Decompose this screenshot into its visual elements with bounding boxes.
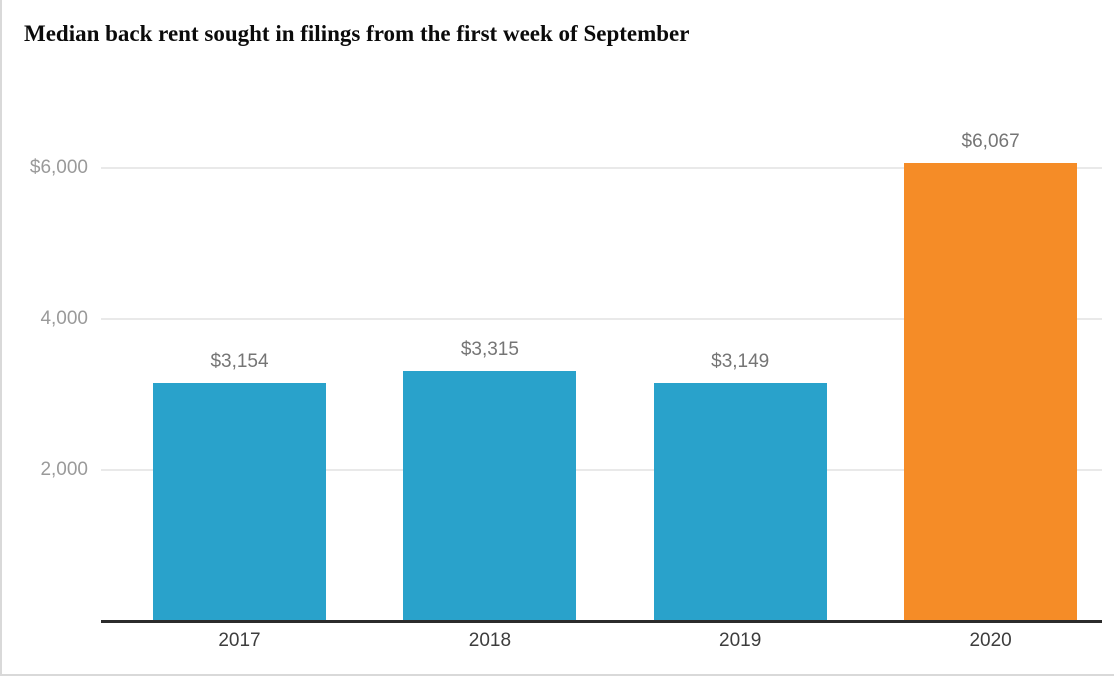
- gridline-4000: [101, 318, 1102, 320]
- y-axis-tick-label-4000: 4,000: [40, 308, 88, 329]
- bar-2017: [153, 382, 326, 621]
- x-axis-tick-label-2019: 2019: [719, 630, 762, 651]
- y-axis-tick-label-2000: 2,000: [40, 459, 88, 480]
- x-axis-tick-label-2018: 2018: [468, 630, 512, 651]
- gridline-6000: [101, 167, 1102, 169]
- gridline-2000: [101, 469, 1102, 471]
- bar-2018: [403, 370, 577, 621]
- x-axis-line: [101, 620, 1102, 623]
- y-axis-tick-label-6000: $6,000: [29, 157, 88, 178]
- bar-value-label-2019: $3,149: [711, 351, 770, 373]
- x-axis-tick-label-2020: 2020: [969, 630, 1012, 651]
- bar-2019: [653, 383, 827, 621]
- bar-value-label-2018: $3,315: [460, 338, 519, 360]
- bar-value-label-2017: $3,154: [210, 350, 269, 372]
- bar-2020: [904, 162, 1078, 621]
- bar-value-label-2020: $6,067: [961, 130, 1020, 152]
- chart-title: Median back rent sought in filings from …: [24, 21, 690, 46]
- x-axis-tick-label-2017: 2017: [218, 630, 261, 651]
